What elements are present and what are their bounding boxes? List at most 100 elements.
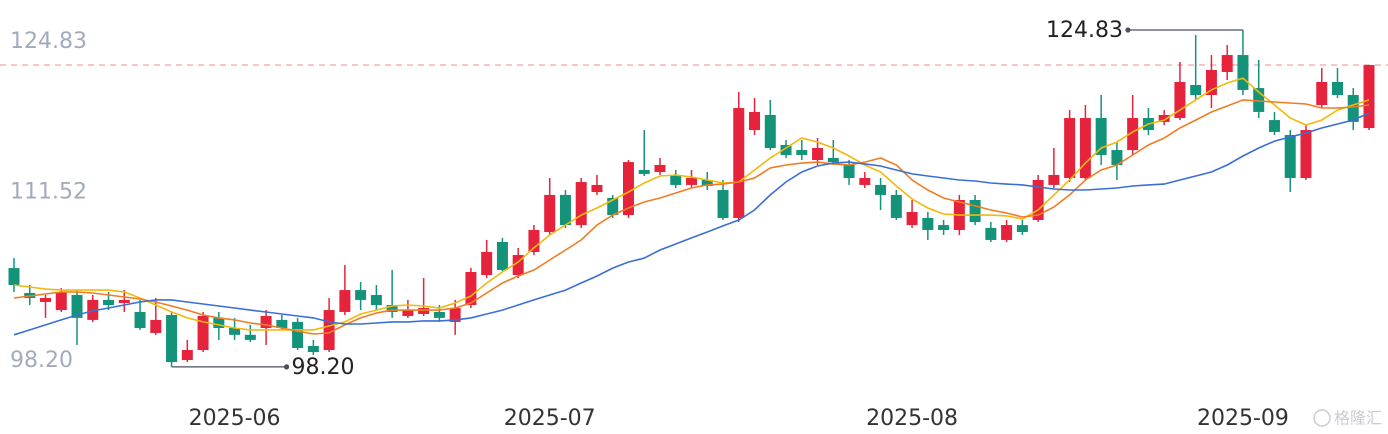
candle-body <box>528 229 540 252</box>
candle-body <box>465 271 477 305</box>
candle-body <box>780 144 792 155</box>
candle-body <box>859 177 871 185</box>
candle-body <box>339 290 351 312</box>
candle-body <box>843 164 855 178</box>
candle-body <box>118 299 130 303</box>
annotation-label: 98.20 <box>292 355 355 380</box>
candle-body <box>654 164 666 173</box>
candle-body <box>638 170 650 174</box>
candle-body <box>166 314 178 363</box>
candle-body <box>1347 95 1359 122</box>
candle-body <box>150 319 162 333</box>
candle-body <box>181 350 193 361</box>
candle-body <box>433 311 445 318</box>
candle-body <box>1064 118 1076 178</box>
candle-body <box>402 310 414 316</box>
candle-body <box>1221 55 1233 72</box>
candle-body <box>1158 114 1170 122</box>
candle-body <box>1253 88 1265 112</box>
candle-body <box>197 315 209 351</box>
candle-body <box>749 111 761 131</box>
candle-body <box>1205 69 1217 96</box>
ma-line <box>13 99 1370 335</box>
y-tick-label: 98.20 <box>10 348 73 373</box>
annotation-dot <box>283 364 290 370</box>
candle-body <box>1016 225 1028 233</box>
candle-body <box>276 319 288 329</box>
candle-body <box>55 291 67 311</box>
candle-body <box>890 194 902 218</box>
candle-body <box>575 182 587 226</box>
candle-body <box>544 194 556 233</box>
candle-body <box>938 225 950 230</box>
candle-body <box>1331 81 1343 96</box>
candle-body <box>1316 81 1328 105</box>
ma-line <box>13 77 1370 331</box>
ma-line <box>13 112 1370 336</box>
candle-body <box>1174 81 1186 119</box>
candle-body <box>481 251 493 276</box>
candle-body <box>764 114 776 149</box>
candle-body <box>103 299 115 305</box>
candle-body <box>260 315 272 329</box>
candle-body <box>796 150 808 155</box>
candle-body <box>1190 85 1202 96</box>
candle-body <box>512 255 524 276</box>
watermark-text: 格隆汇 <box>1334 409 1382 428</box>
candle-body <box>134 311 146 329</box>
candle-body <box>1284 134 1296 178</box>
candles <box>8 29 1375 367</box>
candle-body <box>449 308 461 322</box>
candle-body <box>418 308 430 314</box>
candle-body <box>969 200 981 223</box>
candle-body <box>1079 118 1091 178</box>
candle-body <box>591 184 603 193</box>
watermark: 格隆汇 <box>1313 409 1382 428</box>
watermark-icon <box>1313 409 1331 427</box>
candle-body <box>1095 118 1107 155</box>
candle-body <box>355 290 367 300</box>
candle-body <box>1048 174 1060 185</box>
candle-body <box>87 299 99 320</box>
candle-body <box>40 298 52 302</box>
candle-body <box>1237 55 1249 90</box>
candle-body <box>922 217 934 230</box>
candle-body <box>1032 180 1044 220</box>
annotation-label: 124.83 <box>1046 18 1123 43</box>
x-tick-label: 2025-07 <box>504 406 596 431</box>
candle-body <box>1127 118 1139 151</box>
candle-body <box>71 295 83 318</box>
annotation-dot <box>1125 27 1131 33</box>
candle-body <box>386 304 398 312</box>
candle-body <box>1268 120 1280 132</box>
x-tick-label: 2025-09 <box>1197 406 1289 431</box>
y-tick-label: 124.83 <box>10 29 87 54</box>
candle-body <box>607 197 619 216</box>
y-tick-label: 111.52 <box>10 179 87 204</box>
candle-body <box>985 227 997 240</box>
candle-body <box>496 241 508 270</box>
candle-body <box>1111 150 1123 165</box>
candle-body <box>906 212 918 226</box>
candle-body <box>244 334 256 340</box>
candle-body <box>622 162 634 216</box>
candle-body <box>670 174 682 185</box>
candle-body <box>812 148 824 161</box>
candle-body <box>559 194 571 226</box>
x-tick-label: 2025-08 <box>866 406 958 431</box>
candle-body <box>1001 225 1013 240</box>
candle-body <box>733 108 745 218</box>
candle-body <box>213 317 225 329</box>
candle-body <box>292 321 304 349</box>
candle-body <box>686 177 697 185</box>
candle-body <box>717 190 729 218</box>
candle-body <box>229 328 241 335</box>
candle-body <box>1300 130 1312 178</box>
candle-body <box>323 310 335 351</box>
candle-body <box>1363 65 1375 129</box>
candle-body <box>370 295 382 305</box>
candle-body <box>875 184 887 195</box>
candle-body <box>701 180 713 186</box>
